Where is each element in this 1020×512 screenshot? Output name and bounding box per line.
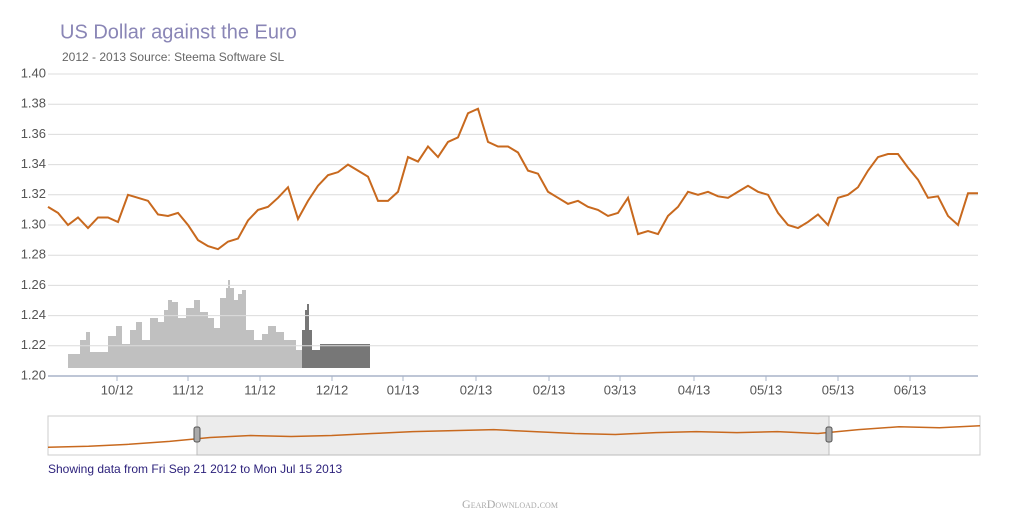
- y-tick-label: 1.30: [21, 216, 46, 231]
- watermark: GearDownload.com: [462, 497, 558, 511]
- y-tick-label: 1.24: [21, 307, 46, 322]
- y-tick-label: 1.36: [21, 126, 46, 141]
- x-tick-label: 05/13: [822, 382, 855, 397]
- chart-subtitle: 2012 - 2013 Source: Steema Software SL: [62, 50, 284, 64]
- x-tick-label: 11/12: [172, 382, 204, 397]
- y-tick-label: 1.32: [21, 186, 46, 201]
- x-tick-label: 05/13: [750, 382, 783, 397]
- y-tick-label: 1.20: [21, 367, 46, 382]
- y-tick-label: 1.40: [21, 65, 46, 80]
- x-tick-label: 10/12: [101, 382, 134, 397]
- skyline-dark: [302, 304, 370, 368]
- navigator-handle[interactable]: [193, 426, 201, 443]
- y-tick-label: 1.38: [21, 96, 46, 111]
- x-tick-label: 06/13: [894, 382, 927, 397]
- x-tick-label: 03/13: [604, 382, 637, 397]
- navigator-line: [47, 425, 981, 448]
- y-tick-label: 1.34: [21, 156, 46, 171]
- x-tick-label: 01/13: [387, 382, 420, 397]
- x-tick-label: 02/13: [460, 382, 493, 397]
- chart-title: US Dollar against the Euro: [60, 21, 297, 43]
- x-tick-label: 04/13: [678, 382, 711, 397]
- footer: Showing data from Fri Sep 21 2012 to Mon…: [48, 462, 343, 476]
- y-tick-label: 1.26: [21, 277, 46, 292]
- line-series: [47, 107, 978, 251]
- navigator-handle[interactable]: [825, 426, 833, 443]
- x-tick-label: 11/12: [244, 382, 276, 397]
- y-tick-label: 1.28: [21, 247, 46, 262]
- navigator-selection[interactable]: [196, 415, 830, 456]
- x-tick-label: 12/12: [316, 382, 349, 397]
- x-tick-label: 02/13: [533, 382, 566, 397]
- y-tick-label: 1.22: [21, 337, 46, 352]
- skyline: [68, 280, 302, 368]
